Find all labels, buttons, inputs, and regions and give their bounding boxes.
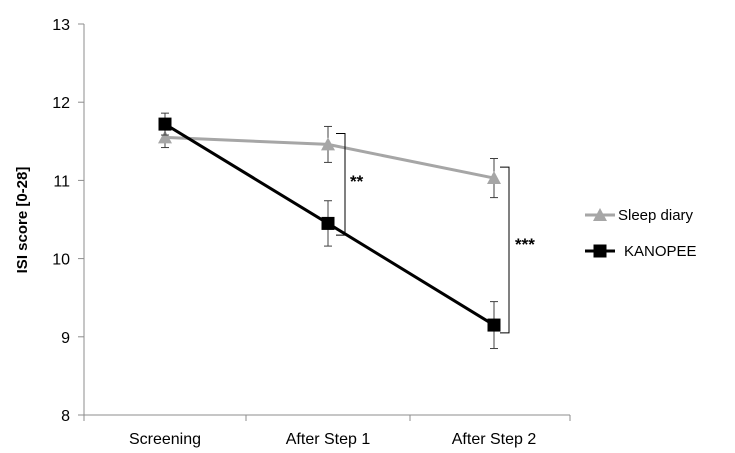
y-tick-label: 12 xyxy=(52,95,70,112)
significance-annotations: ***** xyxy=(336,132,535,334)
data-point xyxy=(487,171,501,185)
y-tick-label: 11 xyxy=(53,173,70,190)
legend-label: KANOPEE xyxy=(624,243,697,260)
x-tick-label: After Step 2 xyxy=(452,431,537,448)
series-layer xyxy=(158,112,501,350)
significance-label: ** xyxy=(350,172,364,191)
x-ticks: Screening After Step 1 After Step 2 xyxy=(83,415,571,448)
data-point xyxy=(158,117,172,131)
legend: Sleep diary KANOPEE xyxy=(585,207,697,260)
significance-bracket xyxy=(336,132,346,236)
y-tick-label: 9 xyxy=(61,330,70,347)
legend-item: KANOPEE xyxy=(585,243,697,260)
legend-label: Sleep diary xyxy=(618,207,694,224)
x-tick-label: After Step 1 xyxy=(286,431,371,448)
legend-item: Sleep diary xyxy=(585,207,694,224)
legend-marker xyxy=(593,208,607,221)
y-tick-label: 8 xyxy=(61,408,70,425)
y-tick-label: 10 xyxy=(52,252,70,269)
legend-marker xyxy=(593,244,607,258)
y-axis-label: ISI score [0-28] xyxy=(14,167,31,274)
data-point xyxy=(321,137,335,151)
y-ticks: 8 9 10 11 12 13 xyxy=(52,17,84,425)
series-sleep-diary xyxy=(158,125,501,199)
data-point xyxy=(487,318,501,332)
y-tick-label: 13 xyxy=(52,17,70,34)
data-point xyxy=(321,216,335,230)
significance-bracket xyxy=(500,166,510,334)
data-point xyxy=(158,130,172,144)
x-tick-label: Screening xyxy=(129,431,201,448)
significance-label: *** xyxy=(515,235,535,254)
series-kanopee xyxy=(158,112,501,350)
